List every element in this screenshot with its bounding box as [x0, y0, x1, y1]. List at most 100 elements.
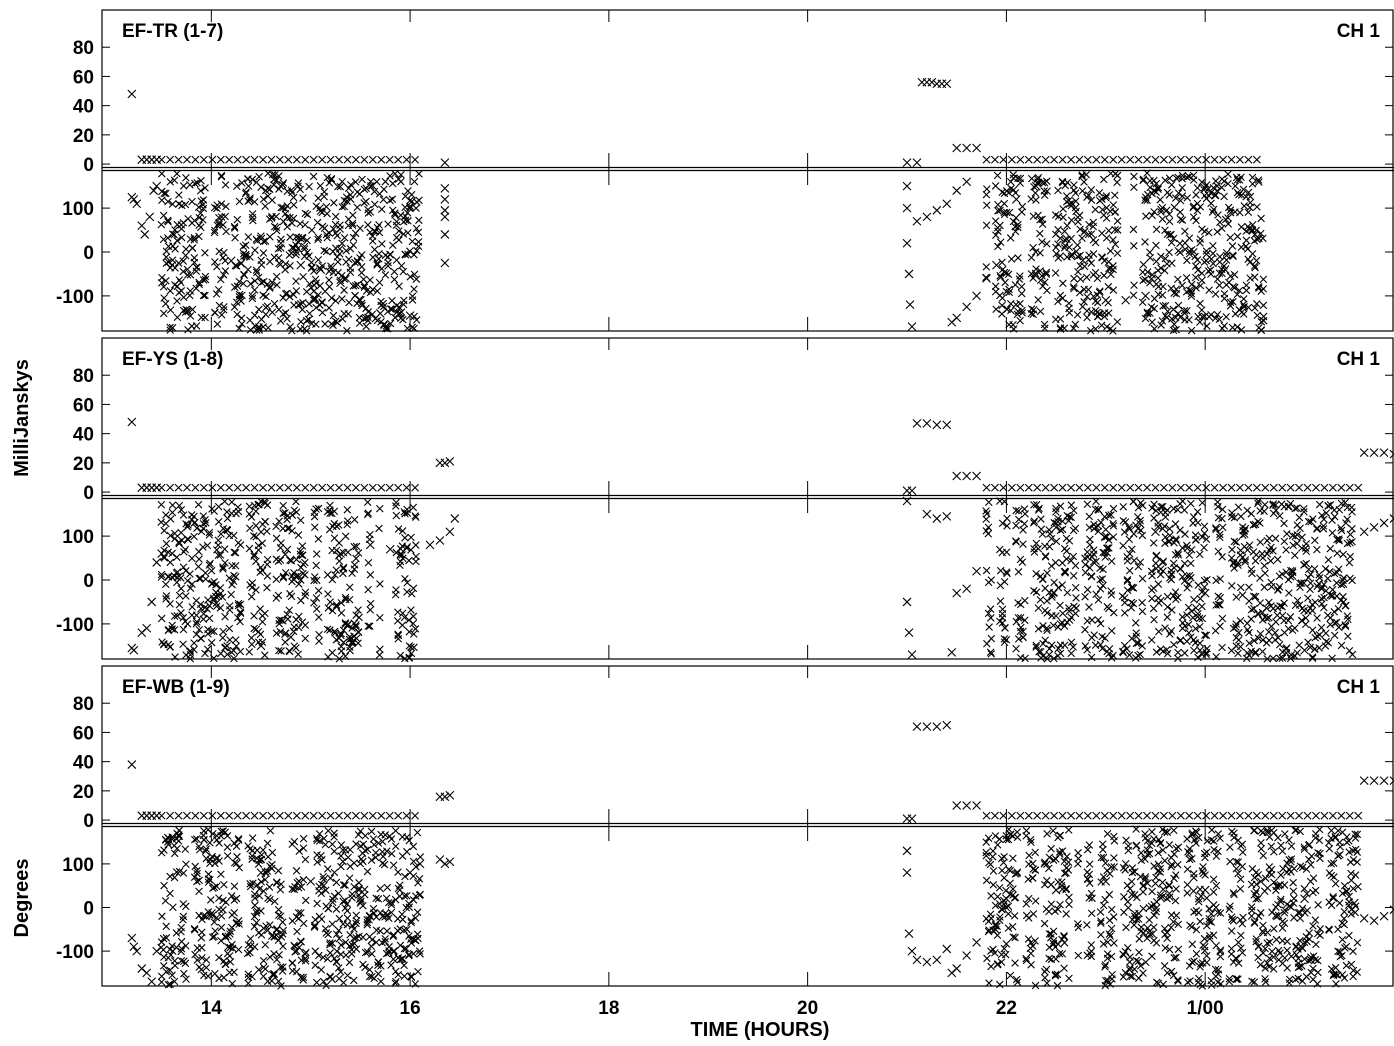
- phase-point: [1174, 309, 1182, 318]
- phase-point: [1251, 304, 1259, 312]
- phase-point: [1107, 952, 1116, 961]
- phase-point: [1032, 265, 1040, 273]
- phase-point: [1237, 191, 1246, 199]
- phase-point: [1171, 520, 1180, 528]
- phase-point: [1059, 205, 1067, 213]
- phase-point: [341, 593, 350, 602]
- phase-point: [392, 217, 401, 226]
- phase-point: [1183, 865, 1192, 874]
- phase-point: [1193, 508, 1202, 516]
- phase-point: [989, 847, 997, 855]
- phase-point: [1172, 536, 1180, 545]
- amplitude-tick-label: 80: [73, 38, 94, 59]
- phase-point: [287, 592, 296, 601]
- amplitude-point: [1286, 811, 1295, 820]
- phase-point: [1233, 176, 1242, 184]
- phase-point: [297, 883, 306, 891]
- phase-point: [216, 649, 225, 658]
- phase-point: [1107, 924, 1116, 933]
- phase-point: [1045, 907, 1053, 916]
- phase-point: [1165, 217, 1174, 226]
- phase-point: [1183, 544, 1192, 553]
- phase-point: [902, 868, 912, 877]
- phase-point: [366, 288, 375, 297]
- phase-point: [1242, 286, 1251, 295]
- phase-point: [257, 851, 266, 859]
- phase-point: [1070, 181, 1078, 189]
- phase-point: [1247, 912, 1256, 920]
- phase-point: [1200, 543, 1208, 552]
- phase-point: [902, 238, 912, 248]
- phase-point: [1280, 599, 1288, 608]
- phase-point: [1234, 649, 1242, 658]
- phase-point: [194, 203, 203, 211]
- phase-point: [1161, 301, 1170, 310]
- phase-point: [995, 980, 1004, 989]
- phase-point: [372, 848, 380, 857]
- phase-point: [1132, 841, 1141, 850]
- phase-point: [166, 889, 174, 898]
- phase-point: [354, 639, 362, 647]
- phase-point: [333, 318, 342, 327]
- phase-point: [1064, 866, 1073, 874]
- amplitude-point: [351, 483, 360, 492]
- phase-point: [1110, 854, 1118, 862]
- phase-point: [241, 241, 250, 249]
- phase-point: [1065, 537, 1074, 545]
- phase-point: [1104, 282, 1113, 291]
- phase-point: [235, 197, 244, 206]
- phase-point: [440, 258, 450, 268]
- amplitude-tick-label: 60: [73, 67, 94, 88]
- phase-point: [1333, 549, 1341, 558]
- phase-point: [984, 927, 993, 936]
- phase-point: [1277, 871, 1285, 879]
- phase-point: [1298, 904, 1307, 913]
- amplitude-point: [1235, 811, 1244, 820]
- phase-point: [162, 511, 170, 519]
- phase-point: [218, 593, 227, 601]
- phase-point: [296, 550, 305, 559]
- amplitude-point: [440, 458, 450, 468]
- phase-point: [1192, 839, 1200, 847]
- phase-point: [1130, 921, 1138, 929]
- phase-point: [392, 511, 401, 520]
- phase-point: [279, 509, 287, 518]
- phase-point: [1284, 624, 1293, 633]
- phase-point: [197, 197, 206, 205]
- phase-point: [1288, 567, 1297, 575]
- phase-point: [1109, 522, 1118, 530]
- phase-point: [1207, 918, 1216, 926]
- phase-point: [223, 852, 232, 860]
- phase-point: [1038, 238, 1046, 246]
- phase-point: [1183, 256, 1191, 265]
- phase-point: [1039, 575, 1047, 584]
- phase-point: [1089, 218, 1098, 227]
- phase-point: [1316, 925, 1325, 933]
- phase-point: [414, 228, 423, 237]
- phase-point: [217, 923, 226, 932]
- phase-point: [1257, 326, 1266, 335]
- phase-point: [1163, 828, 1172, 837]
- phase-point: [1174, 654, 1182, 663]
- phase-point: [179, 182, 188, 190]
- phase-point: [287, 249, 296, 258]
- phase-point: [1014, 254, 1022, 262]
- phase-point: [235, 277, 244, 286]
- amplitude-point: [1151, 155, 1160, 164]
- phase-point: [409, 584, 418, 593]
- phase-point: [1227, 554, 1236, 562]
- phase-point: [1269, 500, 1278, 508]
- phase-point: [1125, 535, 1134, 544]
- phase-point: [1202, 631, 1211, 640]
- phase-point: [331, 629, 339, 637]
- phase-point: [1075, 211, 1084, 220]
- phase-point: [320, 875, 328, 884]
- phase-point: [1306, 579, 1315, 587]
- phase-point: [381, 177, 390, 186]
- phase-point: [273, 281, 281, 289]
- phase-point: [1306, 570, 1315, 579]
- phase-point: [1082, 273, 1091, 282]
- phase-point: [202, 845, 210, 853]
- phase-point: [1265, 962, 1273, 971]
